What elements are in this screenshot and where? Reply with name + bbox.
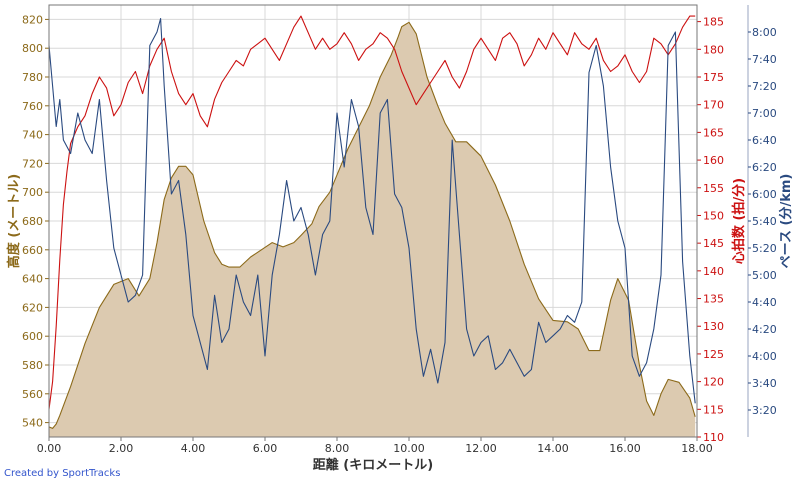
pace-tick-label: 7:20 [752, 80, 777, 93]
elevation-tick-label: 720 [22, 157, 43, 170]
elevation-tick-label: 760 [22, 100, 43, 113]
pace-tick-label: 4:20 [752, 323, 777, 336]
x-tick-label: 16.00 [609, 442, 641, 455]
pace-tick-label: 6:20 [752, 161, 777, 174]
elevation-tick-label: 620 [22, 301, 43, 314]
x-tick-label: 14.00 [537, 442, 569, 455]
right-axis-title-heart-rate: 心拍数 (拍/分) [731, 178, 747, 264]
elevation-tick-label: 580 [22, 359, 43, 372]
elevation-tick-label: 540 [22, 417, 43, 430]
credit-text: Created by SportTracks [4, 468, 120, 479]
pace-tick-label: 5:20 [752, 242, 777, 255]
heart-rate-tick-label: 170 [703, 99, 724, 112]
elevation-tick-label: 640 [22, 273, 43, 286]
pace-tick-label: 4:40 [752, 296, 777, 309]
pace-tick-label: 4:00 [752, 350, 777, 363]
heart-rate-tick-label: 125 [703, 348, 724, 361]
heart-rate-tick-label: 160 [703, 154, 724, 167]
pace-tick-label: 5:00 [752, 269, 777, 282]
x-axis-title: 距離 (キロメートル) [313, 457, 433, 473]
elevation-tick-label: 780 [22, 71, 43, 84]
heart-rate-tick-label: 150 [703, 209, 724, 222]
elevation-tick-label: 660 [22, 244, 43, 257]
pace-tick-label: 6:00 [752, 188, 777, 201]
left-axis-title: 高度 (メートル) [6, 174, 22, 268]
plot-frame [48, 4, 698, 438]
heart-rate-tick-label: 155 [703, 182, 724, 195]
heart-rate-tick-label: 165 [703, 126, 724, 139]
pace-tick-label: 3:40 [752, 377, 777, 390]
x-tick-label: 0.00 [37, 442, 62, 455]
x-tick-label: 18.00 [681, 442, 713, 455]
right-axis-title-pace: ペース (分/km) [778, 174, 794, 269]
series-heart_rate-line [48, 15, 696, 410]
elevation-tick-label: 600 [22, 330, 43, 343]
pace-tick-label: 5:40 [752, 215, 777, 228]
heart-rate-tick-label: 185 [703, 16, 724, 29]
pace-tick-label: 8:00 [752, 26, 777, 39]
heart-rate-tick-label: 120 [703, 376, 724, 389]
elevation-tick-label: 800 [22, 42, 43, 55]
pace-tick-label: 3:20 [752, 404, 777, 417]
heart-rate-tick-label: 145 [703, 237, 724, 250]
elevation-tick-label: 820 [22, 13, 43, 26]
heart-rate-tick-label: 140 [703, 265, 724, 278]
heart-rate-tick-label: 130 [703, 320, 724, 333]
heart-rate-tick-label: 180 [703, 43, 724, 56]
heart-rate-tick-label: 175 [703, 71, 724, 84]
pace-tick-label: 7:00 [752, 107, 777, 120]
elevation-tick-label: 740 [22, 129, 43, 142]
x-tick-label: 2.00 [109, 442, 134, 455]
x-tick-label: 12.00 [465, 442, 497, 455]
elevation-tick-label: 680 [22, 215, 43, 228]
heart-rate-tick-label: 115 [703, 403, 724, 416]
pace-tick-label: 6:40 [752, 134, 777, 147]
x-tick-label: 6.00 [253, 442, 278, 455]
series-pace-line [48, 17, 696, 404]
x-tick-label: 8.00 [325, 442, 350, 455]
pace-tick-label: 7:40 [752, 53, 777, 66]
x-tick-label: 4.00 [181, 442, 206, 455]
elevation-tick-label: 700 [22, 186, 43, 199]
axes: 0.00 2.00 4.00 6.00 8.00 10.00 12.00 14.00 16.00… [22, 5, 777, 455]
heart-rate-tick-label: 110 [703, 431, 724, 444]
elevation-tick-label: 560 [22, 388, 43, 401]
heart-rate-tick-label: 135 [703, 293, 724, 306]
x-tick-label: 10.00 [393, 442, 425, 455]
series-layer [48, 15, 696, 438]
